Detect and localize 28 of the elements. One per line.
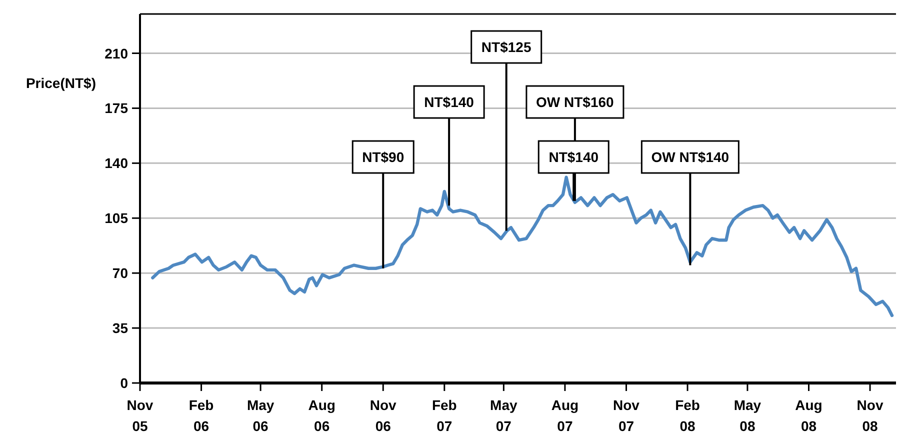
- annotation: OW NT$160: [536, 94, 614, 110]
- y-axis-title: Price(NT$): [26, 74, 96, 91]
- y-tick-label: 210: [104, 45, 128, 62]
- line-series: [151, 176, 894, 318]
- y-tick-label: 105: [104, 210, 128, 226]
- x-tick-label: May 06: [246, 397, 274, 434]
- annotation: OW NT$140: [651, 149, 730, 165]
- y-tick-label: 70: [112, 265, 128, 282]
- x-tick-label: Aug 08: [795, 397, 822, 434]
- x-tick-label: Aug 07: [551, 397, 579, 434]
- y-tick-label: 35: [112, 320, 128, 336]
- x-tick-label: Nov 06: [370, 397, 397, 434]
- annotation: NT$90: [362, 149, 404, 165]
- x-tick-label: Feb 08: [675, 397, 700, 434]
- x-tick-label: May 07: [490, 397, 518, 434]
- x-tick-label: Nov 08: [856, 397, 884, 434]
- x-tick-label: May 08: [734, 397, 762, 434]
- annotation: NT$140: [548, 149, 599, 165]
- y-tick-label: 140: [104, 155, 128, 172]
- x-tick-label: Feb 07: [432, 397, 457, 434]
- y-tick-label: 0: [120, 375, 128, 391]
- x-tick-label: Nov 05: [126, 397, 154, 434]
- x-tick-label: Feb 06: [188, 397, 214, 434]
- y-tick-label: 175: [104, 100, 128, 116]
- x-tick-label: Aug 06: [308, 397, 336, 434]
- annotation: NT$140: [424, 94, 474, 110]
- annotation: NT$125: [481, 39, 532, 55]
- x-tick-label: Nov 07: [613, 397, 640, 434]
